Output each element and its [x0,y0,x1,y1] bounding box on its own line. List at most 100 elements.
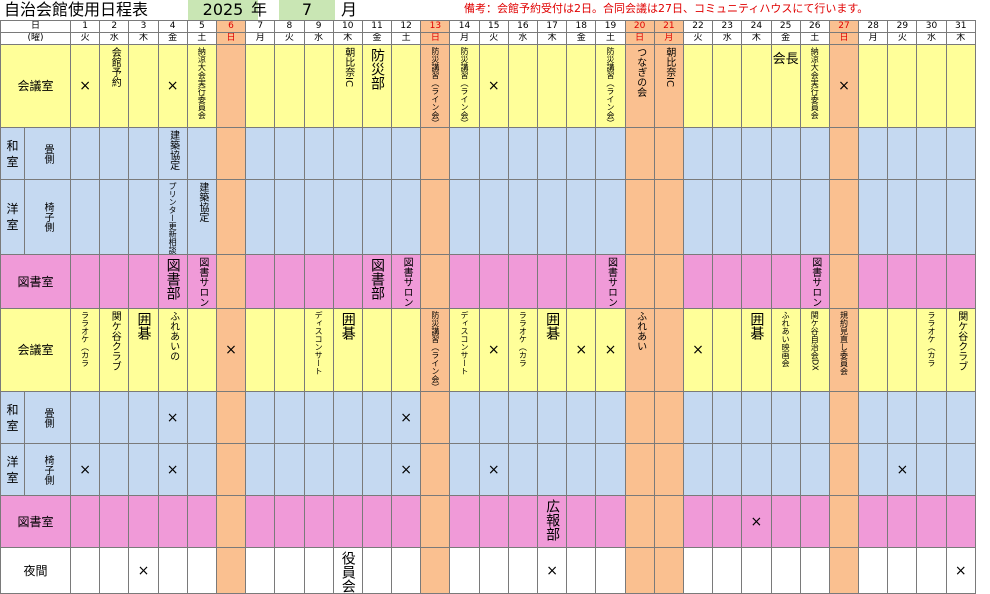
schedule-cell[interactable]: 囲碁 [741,308,772,392]
schedule-cell[interactable]: ふれあい映画会 [770,308,801,392]
schedule-cell[interactable] [858,443,889,496]
schedule-cell[interactable] [303,44,334,128]
schedule-cell[interactable] [858,308,889,392]
schedule-cell[interactable] [391,308,422,392]
schedule-cell[interactable] [595,391,626,444]
schedule-cell[interactable] [303,443,334,496]
schedule-cell[interactable] [420,495,451,548]
schedule-cell[interactable] [945,254,976,309]
schedule-cell[interactable] [653,308,684,392]
schedule-cell[interactable] [887,391,918,444]
schedule-cell[interactable] [916,495,947,548]
schedule-cell[interactable] [682,44,714,128]
schedule-cell[interactable]: 図書サロン [186,254,217,309]
schedule-cell[interactable] [69,391,101,444]
schedule-cell[interactable] [245,495,276,548]
booked-mark[interactable]: × [157,443,188,496]
schedule-cell[interactable] [303,547,334,594]
schedule-cell[interactable]: ふれあい [624,308,655,392]
schedule-cell[interactable] [653,179,684,255]
schedule-cell[interactable] [799,547,830,594]
schedule-cell[interactable] [507,127,539,180]
schedule-cell[interactable] [274,391,305,444]
schedule-cell[interactable] [332,495,363,548]
schedule-cell[interactable] [595,127,626,180]
schedule-cell[interactable]: 図書部 [157,254,188,309]
schedule-cell[interactable] [99,391,130,444]
schedule-cell[interactable] [887,127,918,180]
schedule-cell[interactable] [624,495,655,548]
schedule-cell[interactable] [215,44,247,128]
schedule-cell[interactable] [828,443,860,496]
schedule-cell[interactable] [245,443,276,496]
schedule-cell[interactable]: 広報部 [536,495,568,548]
schedule-cell[interactable]: 朝比奈IC [332,44,363,128]
schedule-cell[interactable]: 会長 [770,44,801,128]
schedule-cell[interactable] [361,495,393,548]
schedule-cell[interactable] [712,308,743,392]
schedule-cell[interactable] [916,391,947,444]
schedule-cell[interactable] [858,391,889,444]
booked-mark[interactable]: × [682,308,714,392]
schedule-cell[interactable]: 会館予約 [99,44,130,128]
schedule-cell[interactable] [449,443,480,496]
schedule-cell[interactable] [916,44,947,128]
schedule-cell[interactable] [69,179,101,255]
schedule-cell[interactable] [566,443,597,496]
schedule-cell[interactable] [507,44,539,128]
schedule-cell[interactable]: 関ケ谷自治会DX [799,308,830,392]
schedule-cell[interactable] [858,44,889,128]
schedule-cell[interactable] [69,495,101,548]
schedule-cell[interactable] [712,179,743,255]
schedule-cell[interactable] [186,308,217,392]
schedule-cell[interactable] [595,495,626,548]
schedule-cell[interactable]: ララオケ（カラ [507,308,539,392]
schedule-cell[interactable] [536,179,568,255]
schedule-cell[interactable] [770,547,801,594]
schedule-cell[interactable] [653,391,684,444]
schedule-cell[interactable] [566,547,597,594]
schedule-cell[interactable] [391,127,422,180]
schedule-cell[interactable] [157,495,188,548]
booked-mark[interactable]: × [828,44,860,128]
schedule-cell[interactable]: ふれあいの [157,308,188,392]
schedule-cell[interactable] [449,495,480,548]
schedule-cell[interactable] [391,547,422,594]
booked-mark[interactable]: × [391,391,422,444]
schedule-cell[interactable] [361,547,393,594]
schedule-cell[interactable] [887,254,918,309]
schedule-cell[interactable] [770,391,801,444]
schedule-cell[interactable] [624,179,655,255]
schedule-cell[interactable] [332,179,363,255]
schedule-cell[interactable] [712,254,743,309]
schedule-cell[interactable] [770,254,801,309]
schedule-cell[interactable] [887,547,918,594]
schedule-cell[interactable] [478,179,509,255]
schedule-cell[interactable]: 図書サロン [799,254,830,309]
schedule-cell[interactable] [712,443,743,496]
schedule-cell[interactable] [449,127,480,180]
schedule-cell[interactable]: 規約見直し委員会 [828,308,860,392]
schedule-cell[interactable] [420,254,451,309]
schedule-cell[interactable] [128,495,159,548]
schedule-cell[interactable] [624,254,655,309]
schedule-cell[interactable] [799,495,830,548]
schedule-cell[interactable] [99,495,130,548]
booked-mark[interactable]: × [391,443,422,496]
schedule-cell[interactable] [478,127,509,180]
schedule-cell[interactable] [332,391,363,444]
schedule-cell[interactable] [215,443,247,496]
booked-mark[interactable]: × [157,44,188,128]
schedule-cell[interactable] [215,391,247,444]
schedule-cell[interactable] [449,547,480,594]
schedule-cell[interactable] [741,44,772,128]
schedule-cell[interactable] [741,547,772,594]
schedule-cell[interactable]: 役員会 [332,547,363,594]
schedule-cell[interactable]: 図書サロン [595,254,626,309]
schedule-cell[interactable]: 囲碁 [128,308,159,392]
schedule-cell[interactable] [303,254,334,309]
schedule-cell[interactable] [828,495,860,548]
schedule-cell[interactable] [682,547,714,594]
schedule-cell[interactable] [303,391,334,444]
schedule-cell[interactable] [653,127,684,180]
